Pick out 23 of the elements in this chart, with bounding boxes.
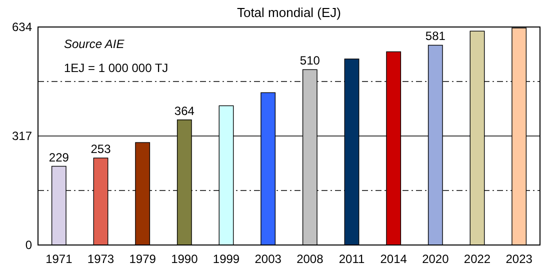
x-tick-label: 2023 [506,252,533,266]
chart-title: Total mondial (EJ) [236,5,342,20]
x-tick-label: 1979 [129,252,156,266]
x-tick-label: 2003 [254,252,282,266]
data-label: 253 [90,142,112,156]
y-tick-label: 634 [12,20,32,34]
x-tick-label: 2020 [422,252,450,266]
annotation: Source AIE [64,37,126,51]
x-tick-label: 2014 [380,252,408,266]
data-label: 229 [48,150,70,164]
x-tick-label: 1973 [87,252,114,266]
data-label: 510 [300,54,320,68]
data-label: 364 [174,104,195,118]
data-label: 581 [425,29,446,44]
annotation: 1EJ = 1 000 000 TJ [64,61,168,75]
x-tick-label: 1971 [46,252,73,266]
y-tick-label: 0 [25,238,32,252]
y-tick-label: 317 [12,129,32,144]
x-tick-label: 1999 [212,252,240,266]
x-tick-label: 2011 [338,252,365,266]
x-tick-label: 2022 [464,252,491,266]
x-tick-label: 1990 [171,252,198,266]
x-tick-label: 2008 [296,252,324,266]
